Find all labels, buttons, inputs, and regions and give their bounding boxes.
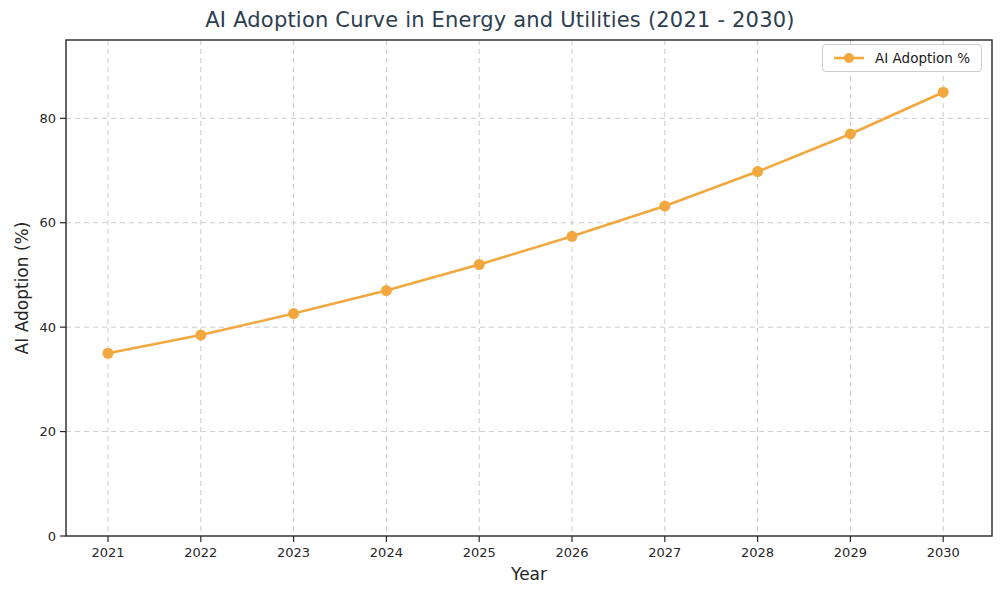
data-point-2027	[659, 201, 670, 212]
x-tick-label: 2022	[184, 545, 217, 560]
y-tick-label: 0	[48, 529, 56, 544]
y-tick-label: 20	[39, 424, 56, 439]
x-tick-label: 2023	[277, 545, 310, 560]
x-tick-label: 2025	[463, 545, 496, 560]
x-tick-label: 2030	[927, 545, 960, 560]
y-tick-label: 60	[39, 215, 56, 230]
x-tick-label: 2028	[741, 545, 774, 560]
x-tick-label: 2027	[648, 545, 681, 560]
data-point-2026	[567, 231, 578, 242]
data-point-2030	[938, 87, 949, 98]
plot-border	[66, 40, 992, 536]
legend-label: AI Adoption %	[875, 50, 970, 66]
plot-area: 0 20 40 60 80 2021 2022 2023 2024 2025 2026 2027 202…	[0, 0, 1000, 600]
x-tick-label: 2026	[555, 545, 588, 560]
data-point-2022	[195, 329, 206, 340]
x-tick-label: 2024	[370, 545, 403, 560]
x-tick-label: 2029	[834, 545, 867, 560]
y-tick-label: 40	[39, 320, 56, 335]
line-chart-figure: AI Adoption Curve in Energy and Utilitie…	[0, 0, 1000, 600]
x-tick-label: 2021	[91, 545, 124, 560]
data-point-2025	[474, 259, 485, 270]
legend-line-marker-icon	[832, 52, 866, 64]
data-point-2029	[845, 128, 856, 139]
legend: AI Adoption %	[822, 44, 982, 72]
y-tick-label: 80	[39, 111, 56, 126]
data-point-2021	[103, 348, 114, 359]
data-point-2024	[381, 285, 392, 296]
data-point-2028	[752, 166, 763, 177]
data-point-2023	[288, 308, 299, 319]
